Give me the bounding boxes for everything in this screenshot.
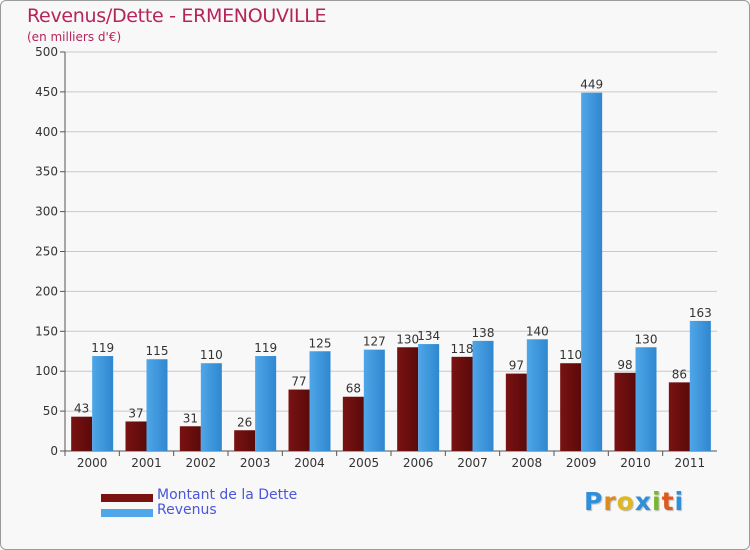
debt-bar (234, 430, 256, 451)
proxiti-logo: Proxiti (584, 487, 684, 516)
revenue-bar (472, 340, 494, 451)
legend-swatch-revenue (101, 509, 153, 517)
y-tick-label: 250 (35, 245, 58, 259)
y-tick-label: 100 (35, 364, 58, 378)
y-tick-label: 500 (35, 45, 58, 59)
x-tick-label: 2004 (294, 456, 325, 470)
revenue-bar (309, 351, 331, 451)
debt-value-label: 118 (451, 342, 474, 356)
revenue-value-label: 163 (689, 306, 712, 320)
revenue-bar (689, 320, 711, 451)
x-tick-label: 2010 (620, 456, 651, 470)
debt-value-label: 26 (237, 415, 252, 429)
debt-value-label: 31 (183, 411, 198, 425)
x-tick-label: 2005 (349, 456, 380, 470)
legend-label-revenue: Revenus (157, 502, 217, 518)
logo-letter: o (616, 487, 635, 516)
x-tick-label: 2009 (566, 456, 597, 470)
x-tick-label: 2007 (457, 456, 488, 470)
debt-bar (179, 426, 201, 451)
debt-bar (125, 421, 147, 451)
debt-bar (668, 382, 690, 451)
x-tick-label: 2000 (77, 456, 108, 470)
debt-value-label: 86 (672, 367, 687, 381)
chart-title: Revenus/Dette - ERMENOUVILLE (27, 5, 327, 27)
revenue-bar (255, 356, 277, 451)
legend-swatch-debt (101, 494, 153, 502)
revenue-value-label: 115 (146, 344, 169, 358)
revenue-bar (92, 356, 114, 451)
revenue-bar (363, 349, 385, 451)
revenue-bar (581, 92, 603, 451)
x-tick-label: 2001 (131, 456, 162, 470)
x-tick-label: 2002 (186, 456, 217, 470)
revenue-value-label: 134 (417, 329, 440, 343)
debt-bar (451, 356, 473, 451)
y-tick-label: 350 (35, 165, 58, 179)
revenue-value-label: 127 (363, 335, 386, 349)
revenue-value-label: 138 (472, 326, 495, 340)
y-tick-label: 450 (35, 85, 58, 99)
debt-bar (614, 372, 636, 451)
revenue-bar (526, 339, 548, 451)
debt-value-label: 77 (291, 375, 306, 389)
debt-bar (71, 416, 93, 451)
x-tick-label: 2008 (512, 456, 543, 470)
debt-bar (505, 373, 527, 451)
logo-letter: r (603, 487, 617, 516)
debt-value-label: 43 (74, 402, 89, 416)
revenue-value-label: 130 (635, 332, 658, 346)
revenue-bar (200, 363, 222, 451)
y-tick-label: 0 (50, 444, 58, 458)
revenue-value-label: 140 (526, 324, 549, 338)
revenue-value-label: 119 (254, 341, 277, 355)
debt-bar (560, 363, 582, 451)
debt-value-label: 68 (346, 382, 361, 396)
y-tick-label: 400 (35, 125, 58, 139)
logo-letter: i (674, 487, 685, 516)
x-tick-label: 2011 (675, 456, 706, 470)
debt-value-label: 97 (509, 359, 524, 373)
legend-label-debt: Montant de la Dette (157, 487, 298, 503)
revenue-bar (635, 347, 657, 451)
debt-bar (288, 389, 310, 451)
logo-letter: P (584, 487, 604, 516)
debt-bar (342, 396, 364, 451)
y-tick-label: 200 (35, 284, 58, 298)
chart-subtitle: (en milliers d'€) (27, 30, 122, 44)
debt-value-label: 98 (617, 358, 632, 372)
debt-value-label: 130 (396, 332, 419, 346)
debt-bar (397, 347, 419, 451)
revenue-bar (146, 359, 168, 451)
debt-value-label: 37 (128, 406, 143, 420)
revenue-value-label: 119 (91, 341, 114, 355)
revenue-value-label: 110 (200, 348, 223, 362)
revenue-bar (418, 344, 440, 451)
revenue-value-label: 449 (580, 78, 603, 92)
y-tick-label: 50 (43, 404, 58, 418)
y-tick-label: 300 (35, 205, 58, 219)
logo-letter: x (634, 487, 652, 516)
logo-letter: t (661, 487, 675, 516)
logo-letter: i (652, 487, 662, 516)
x-tick-label: 2003 (240, 456, 271, 470)
debt-value-label: 110 (559, 348, 582, 362)
revenue-value-label: 125 (309, 336, 332, 350)
y-tick-label: 150 (35, 324, 58, 338)
x-tick-label: 2006 (403, 456, 434, 470)
